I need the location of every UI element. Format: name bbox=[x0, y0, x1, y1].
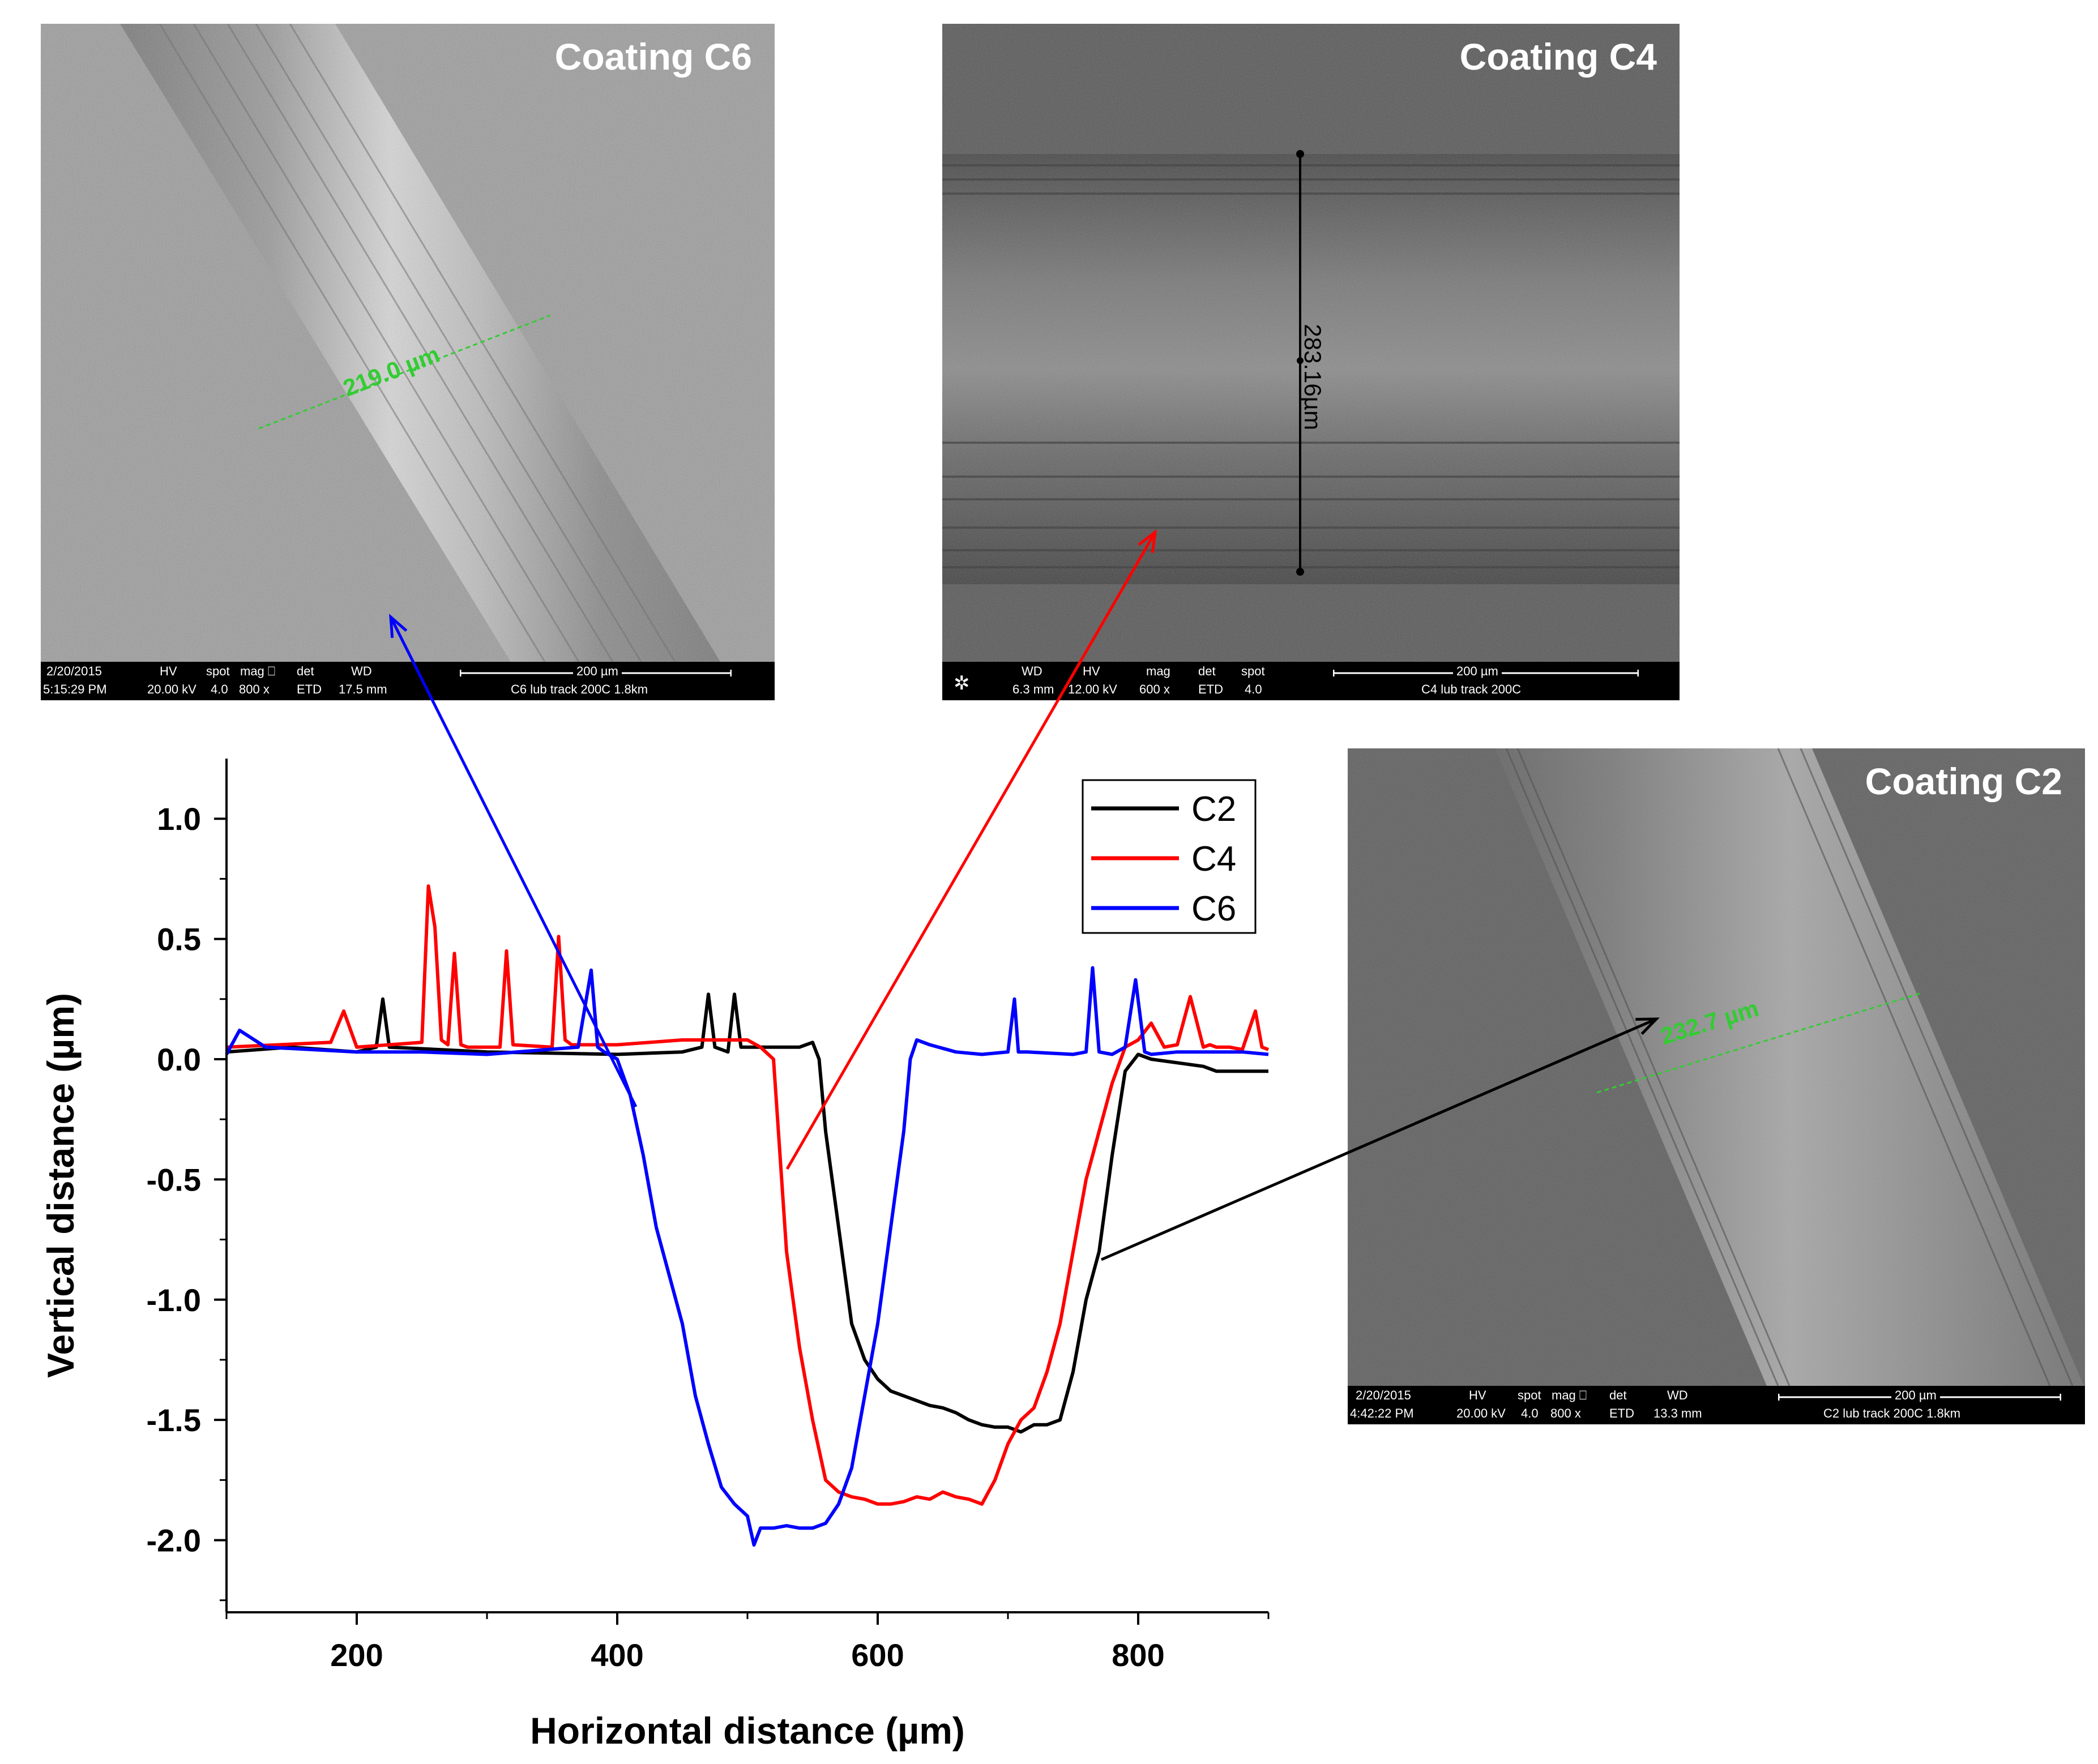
sem-micrograph-c2 bbox=[1348, 748, 2085, 1386]
infobar-hv: 20.00 kV bbox=[147, 682, 196, 696]
y-tick-label: 1.0 bbox=[157, 801, 201, 837]
infobar-mag: 800 x bbox=[239, 682, 270, 696]
infobar-mag: 600 x bbox=[1139, 682, 1170, 696]
infobar-hv: 20.00 kV bbox=[1456, 1406, 1506, 1420]
arrow-c6-head bbox=[389, 614, 408, 638]
series-line-c4 bbox=[226, 884, 1270, 1506]
sem-image-c4: 283.16µm Coating C4 ✲ WD 6.3 mm HV 12.00… bbox=[942, 24, 1680, 700]
y-tick-label: -1.5 bbox=[147, 1402, 202, 1438]
infobar-scale: 200 µm bbox=[1453, 664, 1502, 679]
infobar-hv: 12.00 kV bbox=[1068, 682, 1117, 696]
y-tick-label: -0.5 bbox=[147, 1162, 202, 1197]
infobar-scale: 200 µm bbox=[1891, 1388, 1940, 1403]
pointer-arrows bbox=[389, 529, 1660, 1261]
fei-logo-icon: ✲ bbox=[954, 673, 970, 694]
x-axis-title: Horizontal distance (µm) bbox=[530, 1710, 965, 1752]
y-tick-label: -1.0 bbox=[147, 1282, 202, 1318]
sem-title-c6: Coating C6 bbox=[554, 36, 752, 78]
legend-label-c4: C4 bbox=[1191, 840, 1236, 879]
sem-title-c4: Coating C4 bbox=[1459, 36, 1657, 78]
sem-image-c2: 232.7 µm Coating C2 2/20/2015 4:42:22 PM… bbox=[1348, 748, 2085, 1424]
x-tick-label: 400 bbox=[591, 1637, 643, 1673]
infobar-hv-label: HV bbox=[1083, 664, 1100, 678]
y-tick-label: 0.0 bbox=[157, 1042, 201, 1077]
infobar-spot: 4.0 bbox=[211, 682, 228, 696]
x-tick-label: 200 bbox=[330, 1637, 383, 1673]
infobar-sample: C2 lub track 200C 1.8km bbox=[1823, 1406, 1961, 1420]
infobar-det: ETD bbox=[1198, 682, 1223, 696]
arrow-c6-shaft bbox=[389, 616, 638, 1108]
plot-series bbox=[225, 884, 1270, 1547]
infobar-wd: 17.5 mm bbox=[339, 682, 387, 696]
series-line-c2 bbox=[226, 992, 1268, 1434]
arrow-c4-head bbox=[1138, 529, 1157, 553]
legend: C2 C4 C6 bbox=[1082, 779, 1257, 934]
infobar-date: 2/20/2015 bbox=[1356, 1388, 1411, 1402]
infobar-wd: 6.3 mm bbox=[1012, 682, 1054, 696]
infobar-wd-label: WD bbox=[1667, 1388, 1688, 1402]
infobar-spot: 4.0 bbox=[1521, 1406, 1539, 1420]
infobar-time: 5:15:29 PM bbox=[43, 682, 107, 696]
infobar-hv-label: HV bbox=[160, 664, 177, 678]
sem-title-c2: Coating C2 bbox=[1865, 760, 2062, 802]
infobar-wd: 13.3 mm bbox=[1653, 1406, 1702, 1420]
infobar-det-label: det bbox=[297, 664, 314, 678]
y-axis-title: Vertical distance (µm) bbox=[40, 993, 82, 1378]
infobar-spot-label: spot bbox=[1518, 1388, 1541, 1402]
arrow-c2-head bbox=[1635, 1017, 1660, 1035]
infobar-spot-label: spot bbox=[206, 664, 230, 678]
infobar-mag-label: mag ⎕ bbox=[1552, 1388, 1587, 1402]
x-tick-label: 600 bbox=[851, 1637, 904, 1673]
sem-infobar-c2: 2/20/2015 4:42:22 PM HV 20.00 kV spot 4.… bbox=[1348, 1386, 2085, 1424]
infobar-mag-label: mag ⎕ bbox=[240, 664, 276, 678]
y-tick-label: -2.0 bbox=[147, 1523, 202, 1559]
arrow-c2-shaft bbox=[1101, 1017, 1657, 1261]
infobar-time: 4:42:22 PM bbox=[1350, 1406, 1414, 1420]
infobar-mag-label: mag bbox=[1146, 664, 1170, 678]
infobar-det: ETD bbox=[297, 682, 322, 696]
infobar-det-label: det bbox=[1609, 1388, 1627, 1402]
infobar-spot: 4.0 bbox=[1245, 682, 1262, 696]
infobar-sample: C4 lub track 200C bbox=[1421, 682, 1522, 696]
infobar-det-label: det bbox=[1198, 664, 1216, 678]
measurement-line-c4 bbox=[1296, 150, 1304, 576]
infobar-spot-label: spot bbox=[1241, 664, 1265, 678]
sem-image-c6: 219.0 µm Coating C6 2/20/2015 5:15:29 PM… bbox=[41, 24, 775, 700]
legend-label-c6: C6 bbox=[1191, 889, 1236, 928]
sem-infobar-c6: 2/20/2015 5:15:29 PM HV 20.00 kV spot 4.… bbox=[41, 662, 775, 700]
sem-infobar-c4: ✲ WD 6.3 mm HV 12.00 kV mag 600 x det ET… bbox=[942, 662, 1680, 700]
legend-label-c2: C2 bbox=[1191, 790, 1236, 829]
arrow-c4-shaft bbox=[785, 531, 1157, 1170]
infobar-hv-label: HV bbox=[1469, 1388, 1486, 1402]
infobar-wd-label: WD bbox=[1022, 664, 1042, 678]
measurement-line-c2 bbox=[1596, 992, 1920, 1094]
infobar-scale: 200 µm bbox=[573, 664, 622, 679]
sem-micrograph-c6 bbox=[41, 24, 775, 662]
infobar-sample: C6 lub track 200C 1.8km bbox=[511, 682, 648, 696]
infobar-det: ETD bbox=[1609, 1406, 1634, 1420]
sem-micrograph-c4 bbox=[942, 24, 1680, 662]
y-tick-label: 0.5 bbox=[157, 922, 201, 957]
infobar-wd-label: WD bbox=[351, 664, 372, 678]
x-tick-label: 800 bbox=[1112, 1637, 1164, 1673]
series-line-c6 bbox=[225, 966, 1269, 1547]
infobar-mag: 800 x bbox=[1550, 1406, 1581, 1420]
infobar-date: 2/20/2015 bbox=[46, 664, 102, 678]
axes: 200 400 600 800 1.0 0.5 0.0 -0.5 -1.0 -1.5 -2.0 Hor… bbox=[40, 759, 1270, 1752]
